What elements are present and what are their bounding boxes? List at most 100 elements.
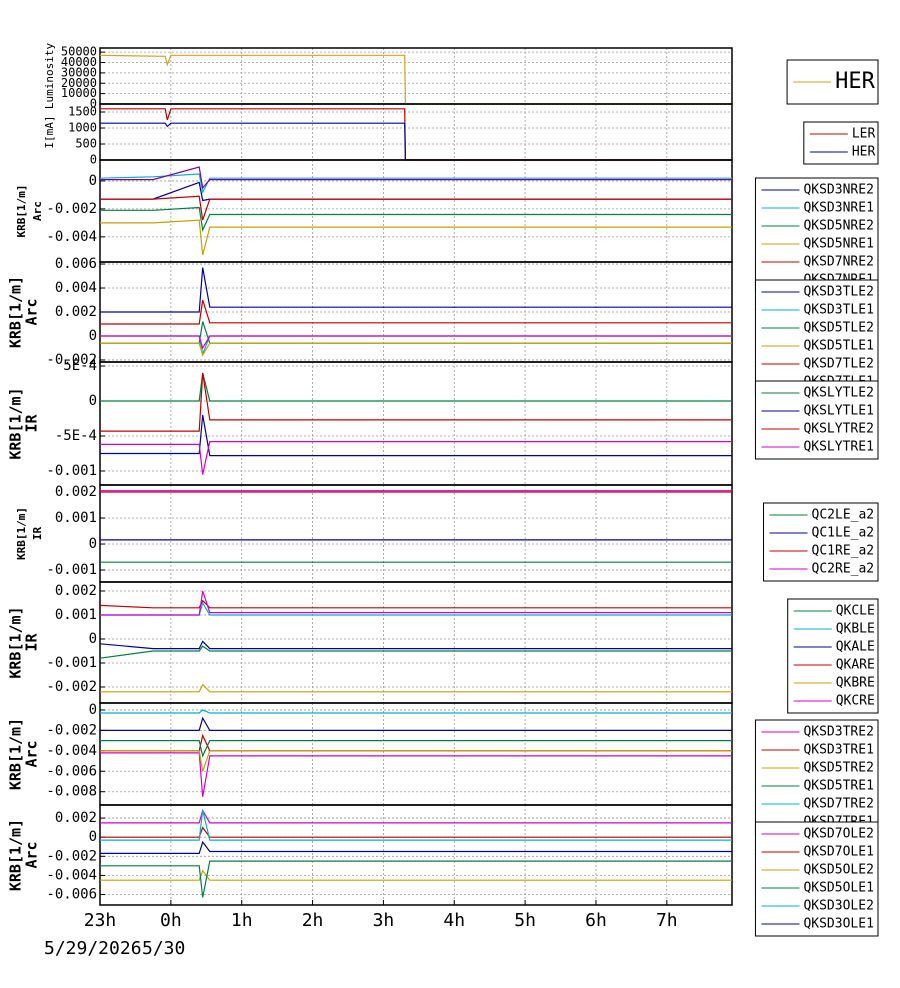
series-line xyxy=(100,335,732,350)
legend-label: QKSD7TLE2 xyxy=(803,357,873,372)
y-tick-label: 1000 xyxy=(68,121,97,135)
y-tick-label: -0.006 xyxy=(46,886,97,902)
series-line xyxy=(100,219,732,256)
x-tick-label: 6h xyxy=(585,910,607,931)
y-axis-label: Luminosity xyxy=(43,43,56,110)
legend-label: QKSLYTLE2 xyxy=(803,386,873,401)
y-axis-label: Arc xyxy=(23,841,41,868)
legend: QKCLE QKBLE QKALE QKARE QKBRE QKCRE xyxy=(787,598,879,714)
legend-label: QKSD5NRE1 xyxy=(803,237,873,252)
y-axis-label: KRB[1/m] xyxy=(7,718,25,790)
y-tick-label: -0.002 xyxy=(46,679,97,695)
series-line xyxy=(100,166,732,190)
date-label: 5/29/2026 xyxy=(44,938,142,959)
legend: QC2LE_a2 QC1LE_a2 QC1RE_a2 QC2RE_a2 xyxy=(763,502,879,582)
legend: QKSD3NRE2 QKSD3NRE1 QKSD5NRE2 QKSD5NRE1 QKSD… xyxy=(754,177,879,293)
legend-label: QC1LE_a2 xyxy=(812,526,875,541)
series-line xyxy=(99,173,732,194)
x-tick-label: 2h xyxy=(302,910,324,931)
y-tick-label: 0 xyxy=(89,328,97,344)
legend: QKSD3TRE2 QKSD3TRE1 QKSD5TRE2 QKSD5TRE1 QKSD… xyxy=(754,719,879,835)
y-axis-label: KRB[1/m] xyxy=(7,387,25,459)
legend-label: QKSD3TLE2 xyxy=(803,285,873,300)
series-line xyxy=(100,733,732,752)
legend-label: LER xyxy=(852,127,876,142)
plot-frame xyxy=(99,581,733,704)
legend-box xyxy=(763,502,879,582)
series-line xyxy=(100,267,732,313)
legend-label: QKCRE xyxy=(836,694,875,709)
y-tick-label: -0.008 xyxy=(46,784,97,800)
x-tick-label: 3h xyxy=(373,910,395,931)
series-line xyxy=(100,869,732,881)
legend-label: QKALE xyxy=(836,640,875,655)
series-line xyxy=(100,321,732,344)
series-line xyxy=(100,195,732,221)
x-tick-label: 23h xyxy=(84,910,117,931)
legend: QKSLYTLE2 QKSLYTLE1 QKSLYTRE2 QKSLYTRE1 xyxy=(754,380,879,460)
plot-frame xyxy=(99,47,733,105)
legend-label: QKSD3TRE2 xyxy=(803,725,873,740)
legend-label: QKSD3NRE2 xyxy=(803,183,873,198)
y-tick-label: 0.002 xyxy=(55,810,97,826)
legend-label: QKBLE xyxy=(836,622,875,637)
y-tick-label: 0 xyxy=(89,829,97,845)
y-tick-label: -0.002 xyxy=(46,352,97,368)
legend-label: QKBRE xyxy=(836,676,875,691)
series-line xyxy=(100,590,732,616)
legend-label: QKSD3TRE1 xyxy=(803,743,873,758)
y-axis-label: Arc xyxy=(23,740,41,767)
series-line xyxy=(100,826,732,838)
y-tick-label: -0.006 xyxy=(46,763,97,779)
plot-frame xyxy=(99,484,733,583)
y-axis-label: IR xyxy=(23,633,41,652)
series-line xyxy=(100,414,732,457)
y-tick-label: 0.004 xyxy=(55,280,97,296)
y-tick-label: 5E-4 xyxy=(63,358,97,374)
series-line xyxy=(100,752,732,797)
legend-label: QKSD5TLE2 xyxy=(803,321,873,336)
x-tick-label: 7h xyxy=(656,910,678,931)
series-line xyxy=(100,860,732,898)
legend-label: QKSD5OLE1 xyxy=(803,881,873,896)
series-line xyxy=(100,810,732,841)
y-tick-label: 1500 xyxy=(68,105,97,119)
legend-box xyxy=(754,821,879,937)
plot-frame xyxy=(99,361,733,486)
y-axis-label: KRB[1/m] xyxy=(7,819,25,891)
legend-label: QKSD7OLE1 xyxy=(803,845,873,860)
legend-label: QKSD3OLE2 xyxy=(803,899,873,914)
y-axis-label: Arc xyxy=(31,201,44,221)
y-axis-label: KRB[1/m] xyxy=(7,276,25,348)
y-tick-label: -0.004 xyxy=(46,867,97,883)
y-tick-label: 0.001 xyxy=(55,510,97,526)
series-line xyxy=(100,808,732,824)
legend-box xyxy=(754,719,879,835)
legend-label: HER xyxy=(835,69,875,94)
y-tick-label: -0.002 xyxy=(46,722,97,738)
date-label: 5/30 xyxy=(142,938,185,959)
series-line xyxy=(100,683,732,693)
y-axis-label: KRB[1/m] xyxy=(7,606,25,678)
series-line xyxy=(100,716,732,732)
y-axis-label: I[mA] xyxy=(43,115,56,148)
legend-box xyxy=(803,121,879,165)
series-line xyxy=(99,645,732,659)
legend: HER xyxy=(786,59,879,105)
y-tick-label: 0.002 xyxy=(55,484,97,500)
y-tick-label: 0 xyxy=(89,393,97,409)
y-tick-label: 0 xyxy=(90,97,97,111)
y-tick-label: 500 xyxy=(75,137,97,151)
y-tick-label: 0.001 xyxy=(55,607,97,623)
series-line xyxy=(100,181,732,202)
series-line xyxy=(99,640,732,650)
legend-box xyxy=(754,177,879,293)
legend-label: QKCLE xyxy=(836,604,875,619)
y-tick-label: -0.001 xyxy=(46,562,97,578)
legend-label: HER xyxy=(852,145,876,160)
legend: QKSD7OLE2 QKSD7OLE1 QKSD5OLE2 QKSD5OLE1 QKSD… xyxy=(754,821,879,937)
legend-label: QKSD3NRE1 xyxy=(803,201,873,216)
legend-label: QKSLYTRE2 xyxy=(803,422,873,437)
legend-label: QKSLYTLE1 xyxy=(803,404,873,419)
